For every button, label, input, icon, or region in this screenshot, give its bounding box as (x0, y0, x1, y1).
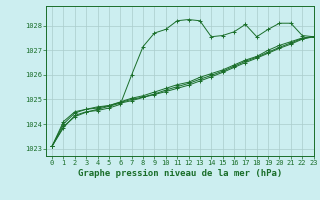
X-axis label: Graphe pression niveau de la mer (hPa): Graphe pression niveau de la mer (hPa) (78, 169, 282, 178)
